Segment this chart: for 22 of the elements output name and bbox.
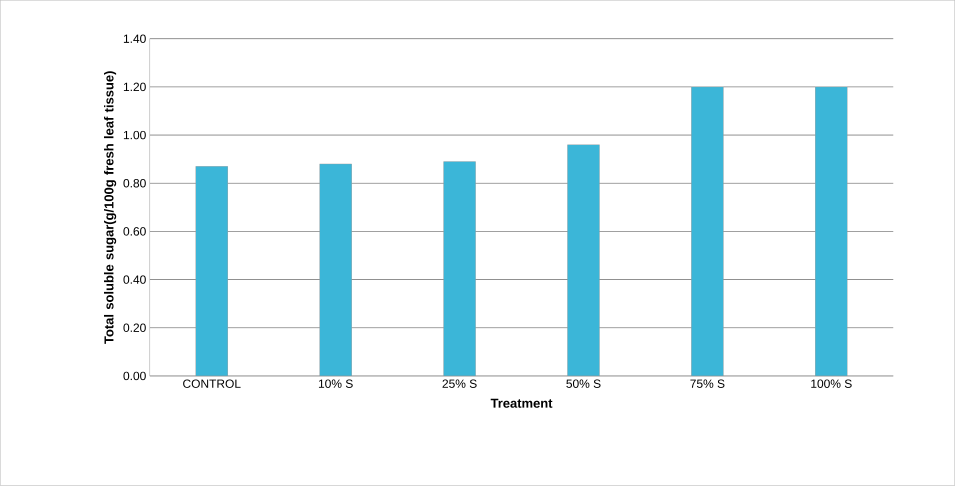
y-tick-label: 0.80 — [123, 179, 146, 188]
x-tick-label: 25% S — [442, 380, 477, 388]
y-tick-label: 1.40 — [124, 34, 146, 44]
y-axis-title: Total soluble sugar(g/100g fresh leaf tissue) — [104, 71, 116, 344]
y-tick-label: 0.20 — [123, 324, 146, 332]
bar — [691, 86, 724, 376]
x-tick-label: 100% S — [811, 380, 852, 388]
y-tick-label: 1.20 — [124, 82, 146, 92]
bar — [567, 144, 600, 376]
bar — [443, 162, 476, 376]
y-tick-label: 0.60 — [123, 227, 146, 236]
x-tick-label: CONTROL — [183, 380, 241, 388]
bar — [815, 86, 848, 376]
x-tick-label: 50% S — [566, 380, 601, 388]
bar — [196, 166, 228, 376]
x-tick-label: 75% S — [690, 380, 724, 388]
y-tick-label: 0.00 — [123, 372, 146, 380]
x-tick-label: 10% S — [318, 380, 353, 388]
bar — [319, 164, 352, 376]
x-axis-title: Treatment — [490, 398, 552, 408]
y-tick-label: 0.40 — [123, 276, 146, 284]
y-tick-label: 1.00 — [124, 130, 146, 140]
